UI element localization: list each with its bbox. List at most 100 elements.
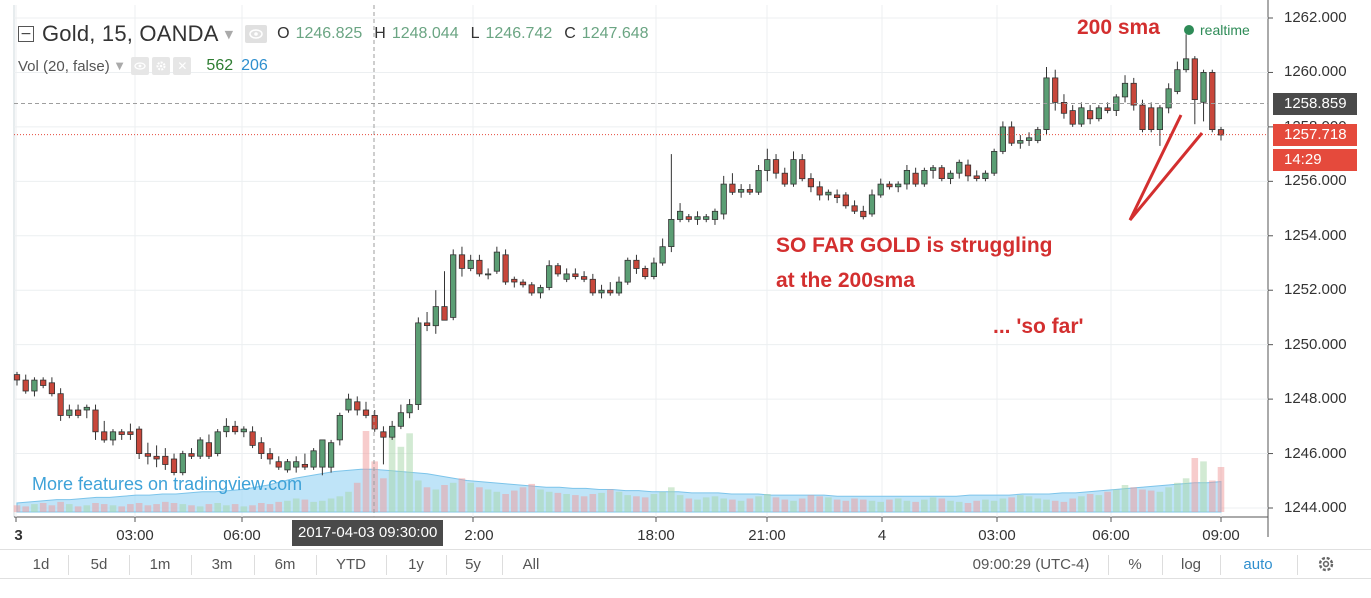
range-1d[interactable]: 1d: [32, 556, 50, 573]
volume-bar: [519, 487, 527, 513]
price-tick-label: 1256.000: [1284, 172, 1347, 190]
candle-body: [423, 322, 431, 326]
price-tick-label: 1250.000: [1284, 335, 1347, 353]
candle-body: [336, 414, 343, 441]
candle: [258, 437, 265, 459]
candle: [659, 238, 666, 266]
candle-body: [231, 425, 239, 433]
eye-icon[interactable]: [131, 57, 150, 75]
candle-body: [153, 455, 160, 460]
volume-bar: [1165, 487, 1172, 513]
volume-bar: [1051, 500, 1059, 513]
chevron-down-icon[interactable]: ▼: [115, 60, 124, 72]
volume-bar: [205, 504, 213, 512]
candle-body: [266, 453, 274, 460]
candle-body: [31, 379, 38, 392]
volume-label[interactable]: Vol (20, false): [18, 57, 110, 75]
chart-area[interactable]: − Gold, 15, OANDA ▼ O 1246.825 H 1248.04…: [0, 0, 1371, 548]
volume-bar: [1017, 495, 1024, 512]
range-5y[interactable]: 5y: [465, 556, 481, 573]
volume-bar: [964, 503, 972, 512]
volume-bar: [755, 496, 762, 513]
watermark-link[interactable]: More features on tradingview.com: [32, 474, 303, 494]
gear-icon[interactable]: [152, 57, 171, 75]
volume-bar: [83, 505, 91, 513]
ohlc-high-key: H: [374, 25, 386, 42]
candle: [799, 154, 806, 182]
range-all[interactable]: All: [522, 556, 540, 573]
candle: [781, 167, 788, 187]
volume-bar: [327, 498, 335, 512]
candle-body: [895, 183, 902, 188]
auto-toggle[interactable]: auto: [1243, 556, 1273, 573]
candle: [589, 273, 596, 296]
volume-bar: [790, 500, 797, 513]
chart-svg[interactable]: [0, 0, 1371, 548]
candle: [293, 456, 300, 473]
annotation-struggle-line1: SO FAR GOLD is struggling: [776, 234, 1053, 257]
volume-bar: [406, 433, 413, 513]
volume-bar: [397, 446, 405, 513]
volume-bar: [659, 491, 666, 513]
candle-body: [825, 191, 832, 196]
volume-bar: [127, 504, 134, 512]
candle-body: [118, 431, 125, 435]
volume-bar: [545, 491, 553, 513]
candle: [327, 439, 335, 473]
candle: [1209, 69, 1216, 133]
candle: [240, 426, 247, 438]
candle: [903, 165, 911, 190]
candle: [1165, 83, 1172, 114]
candle-body: [912, 172, 919, 185]
candle: [319, 439, 326, 476]
annotation-so-far: ... 'so far': [993, 315, 1084, 338]
range-3m[interactable]: 3m: [211, 556, 233, 573]
candle: [179, 450, 186, 476]
candle-body: [1026, 137, 1033, 141]
range-6m[interactable]: 6m: [274, 556, 296, 573]
candle: [40, 377, 47, 389]
volume-bar: [929, 497, 937, 512]
range-5d[interactable]: 5d: [90, 556, 108, 573]
range-ytd[interactable]: YTD: [336, 556, 366, 573]
percent-toggle[interactable]: %: [1128, 556, 1142, 573]
volume-bar: [903, 500, 911, 513]
volume-bar: [894, 498, 902, 512]
volume-bar: [92, 503, 99, 512]
candle: [450, 249, 457, 321]
candle: [825, 189, 832, 201]
volume-bar: [833, 499, 841, 512]
candle-body: [284, 461, 291, 471]
overlay-layer: [14, 5, 1268, 517]
candle-body: [1078, 107, 1085, 125]
volume-bar: [196, 506, 204, 512]
chevron-down-icon[interactable]: ▼: [224, 27, 234, 41]
candle: [860, 205, 867, 220]
candle: [92, 404, 99, 440]
candle: [1200, 69, 1207, 122]
range-1m[interactable]: 1m: [149, 556, 171, 573]
time-tick-label: 18:00: [637, 527, 675, 544]
range-1y[interactable]: 1y: [408, 556, 424, 573]
volume-bar: [1121, 485, 1129, 512]
candle-body: [956, 161, 963, 174]
log-toggle[interactable]: log: [1180, 556, 1202, 573]
timezone-clock[interactable]: 09:00:29 (UTC-4): [972, 556, 1090, 573]
symbol-title[interactable]: Gold, 15, OANDA: [42, 21, 219, 46]
volume-bar: [162, 501, 169, 512]
candle-body: [197, 439, 204, 457]
volume-bar: [353, 482, 361, 513]
volume-bar: [1034, 498, 1042, 512]
candle-body: [1148, 107, 1155, 131]
candle-body: [886, 183, 893, 188]
bottom-toolbar: 1d 5d 1m 3m 6m YTD 1y 5y All 09:00:29 (U…: [0, 549, 1371, 579]
eye-icon[interactable]: [245, 25, 268, 43]
candle-body: [921, 169, 928, 185]
gear-icon[interactable]: [1316, 554, 1336, 574]
close-icon[interactable]: ✕: [173, 57, 192, 75]
candle-body: [1191, 58, 1198, 100]
collapse-icon[interactable]: −: [18, 26, 34, 42]
candle-body: [746, 189, 754, 193]
volume-bar: [598, 492, 605, 512]
candle: [772, 154, 780, 179]
